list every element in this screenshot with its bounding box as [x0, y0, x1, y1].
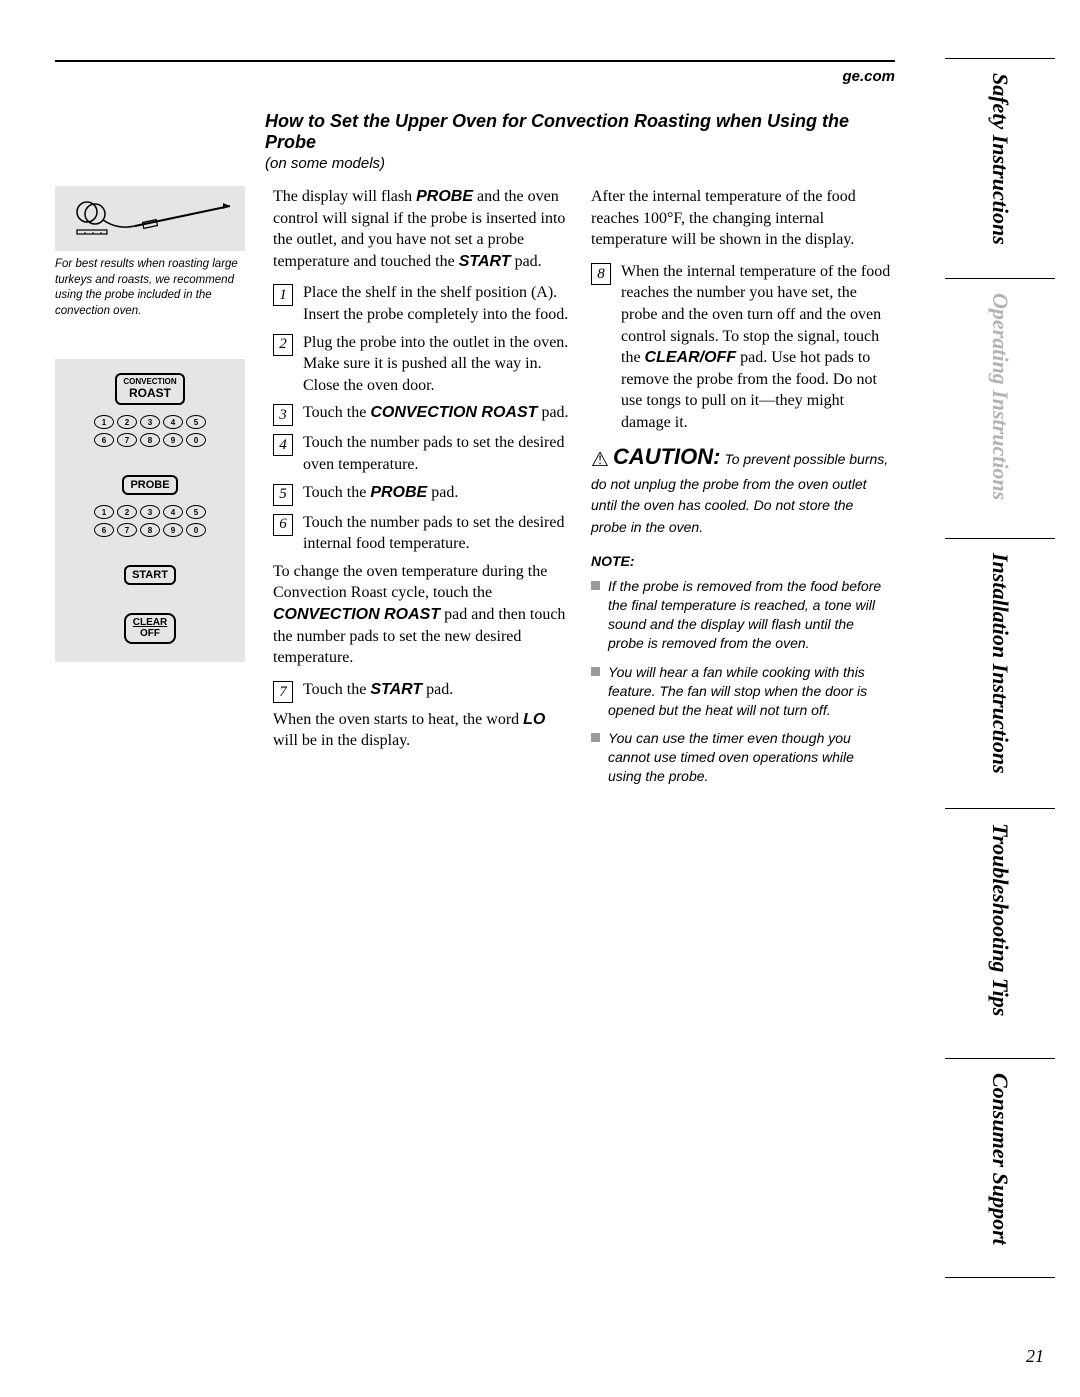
probe-illustration: [55, 186, 245, 251]
caution-block: ⚠ CAUTION: To prevent possible burns, do…: [591, 442, 891, 539]
lo-paragraph: When the oven starts to heat, the word L…: [273, 709, 573, 752]
step-4: 4 Touch the number pads to set the desir…: [273, 432, 573, 475]
step-5: 5 Touch the PROBE pad.: [273, 482, 573, 506]
intro-paragraph: The display will flash PROBE and the ove…: [273, 186, 573, 272]
probe-pad: PROBE: [122, 475, 177, 495]
note-3: You can use the timer even though you ca…: [591, 729, 891, 786]
step-3: 3 Touch the CONVECTION ROAST pad.: [273, 402, 573, 426]
change-temp-paragraph: To change the oven temperature during th…: [273, 561, 573, 669]
control-panel-diagram: CONVECTION ROAST 1 2 3 4 5 6 7 8: [55, 359, 245, 662]
warning-icon: ⚠: [591, 447, 609, 474]
keypad-1: 1 2 3 4 5 6 7 8 9 0: [94, 415, 206, 447]
note-label: NOTE:: [591, 552, 891, 571]
keypad-2: 1 2 3 4 5 6 7 8 9 0: [94, 505, 206, 537]
note-1: If the probe is removed from the food be…: [591, 577, 891, 653]
page-subtitle: (on some models): [265, 155, 895, 172]
step-1: 1 Place the shelf in the shelf position …: [273, 282, 573, 325]
step-2: 2 Plug the probe into the outlet in the …: [273, 332, 573, 397]
page-number: 21: [1026, 1346, 1044, 1367]
step-8: 8 When the internal temperature of the f…: [591, 261, 891, 434]
probe-caption: For best results when roasting large tur…: [55, 257, 245, 319]
start-pad: START: [124, 565, 176, 585]
page-title: How to Set the Upper Oven for Convection…: [265, 111, 895, 153]
step-6: 6 Touch the number pads to set the desir…: [273, 512, 573, 555]
conv-roast-pad: CONVECTION ROAST: [115, 373, 184, 405]
sidebar-operating: Operating Instructions: [945, 278, 1055, 538]
step-7: 7 Touch the START pad.: [273, 679, 573, 703]
sidebar-tabs: Safety Instructions Operating Instructio…: [945, 58, 1055, 1338]
sidebar-consumer: Consumer Support: [945, 1058, 1055, 1278]
header-url: ge.com: [55, 68, 895, 85]
note-2: You will hear a fan while cooking with t…: [591, 663, 891, 720]
after-paragraph: After the internal temperature of the fo…: [591, 186, 891, 251]
sidebar-safety: Safety Instructions: [945, 58, 1055, 278]
sidebar-installation: Installation Instructions: [945, 538, 1055, 808]
sidebar-troubleshooting: Troubleshooting Tips: [945, 808, 1055, 1058]
clear-off-pad: CLEAR OFF: [124, 613, 176, 644]
